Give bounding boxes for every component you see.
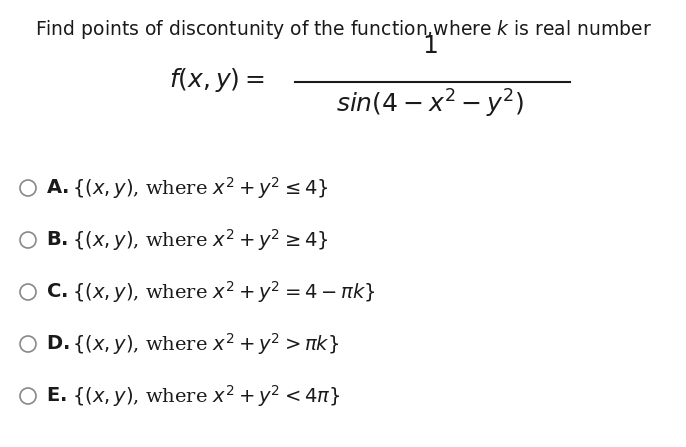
Text: $\{(x, y)$, where $x^2 + y^2 \geq 4\}$: $\{(x, y)$, where $x^2 + y^2 \geq 4\}$	[72, 227, 329, 253]
Text: $\mathbf{C.}$: $\mathbf{C.}$	[46, 283, 68, 301]
Text: $\{(x, y)$, where $x^2 + y^2 \leq 4\}$: $\{(x, y)$, where $x^2 + y^2 \leq 4\}$	[72, 175, 329, 201]
Text: $1$: $1$	[422, 35, 438, 58]
Text: $\mathbf{E.}$: $\mathbf{E.}$	[46, 387, 67, 405]
Text: $\{(x, y)$, where $x^2 + y^2 = 4 - \pi k\}$: $\{(x, y)$, where $x^2 + y^2 = 4 - \pi k…	[72, 279, 375, 305]
Text: $sin(4 - x^2 - y^2)$: $sin(4 - x^2 - y^2)$	[336, 88, 524, 120]
Text: $\mathbf{A.}$: $\mathbf{A.}$	[46, 179, 69, 197]
Text: Find points of discontunity of the function,where $k$ is real number: Find points of discontunity of the funct…	[34, 18, 652, 41]
Text: $\{(x, y)$, where $x^2 + y^2 > \pi k\}$: $\{(x, y)$, where $x^2 + y^2 > \pi k\}$	[72, 331, 339, 357]
Text: $\mathbf{D.}$: $\mathbf{D.}$	[46, 335, 69, 353]
Text: $f(x, y) =$: $f(x, y) =$	[169, 66, 265, 94]
Text: $\{(x, y)$, where $x^2 + y^2 < 4\pi\}$: $\{(x, y)$, where $x^2 + y^2 < 4\pi\}$	[72, 383, 340, 409]
Text: $\mathbf{B.}$: $\mathbf{B.}$	[46, 231, 68, 249]
